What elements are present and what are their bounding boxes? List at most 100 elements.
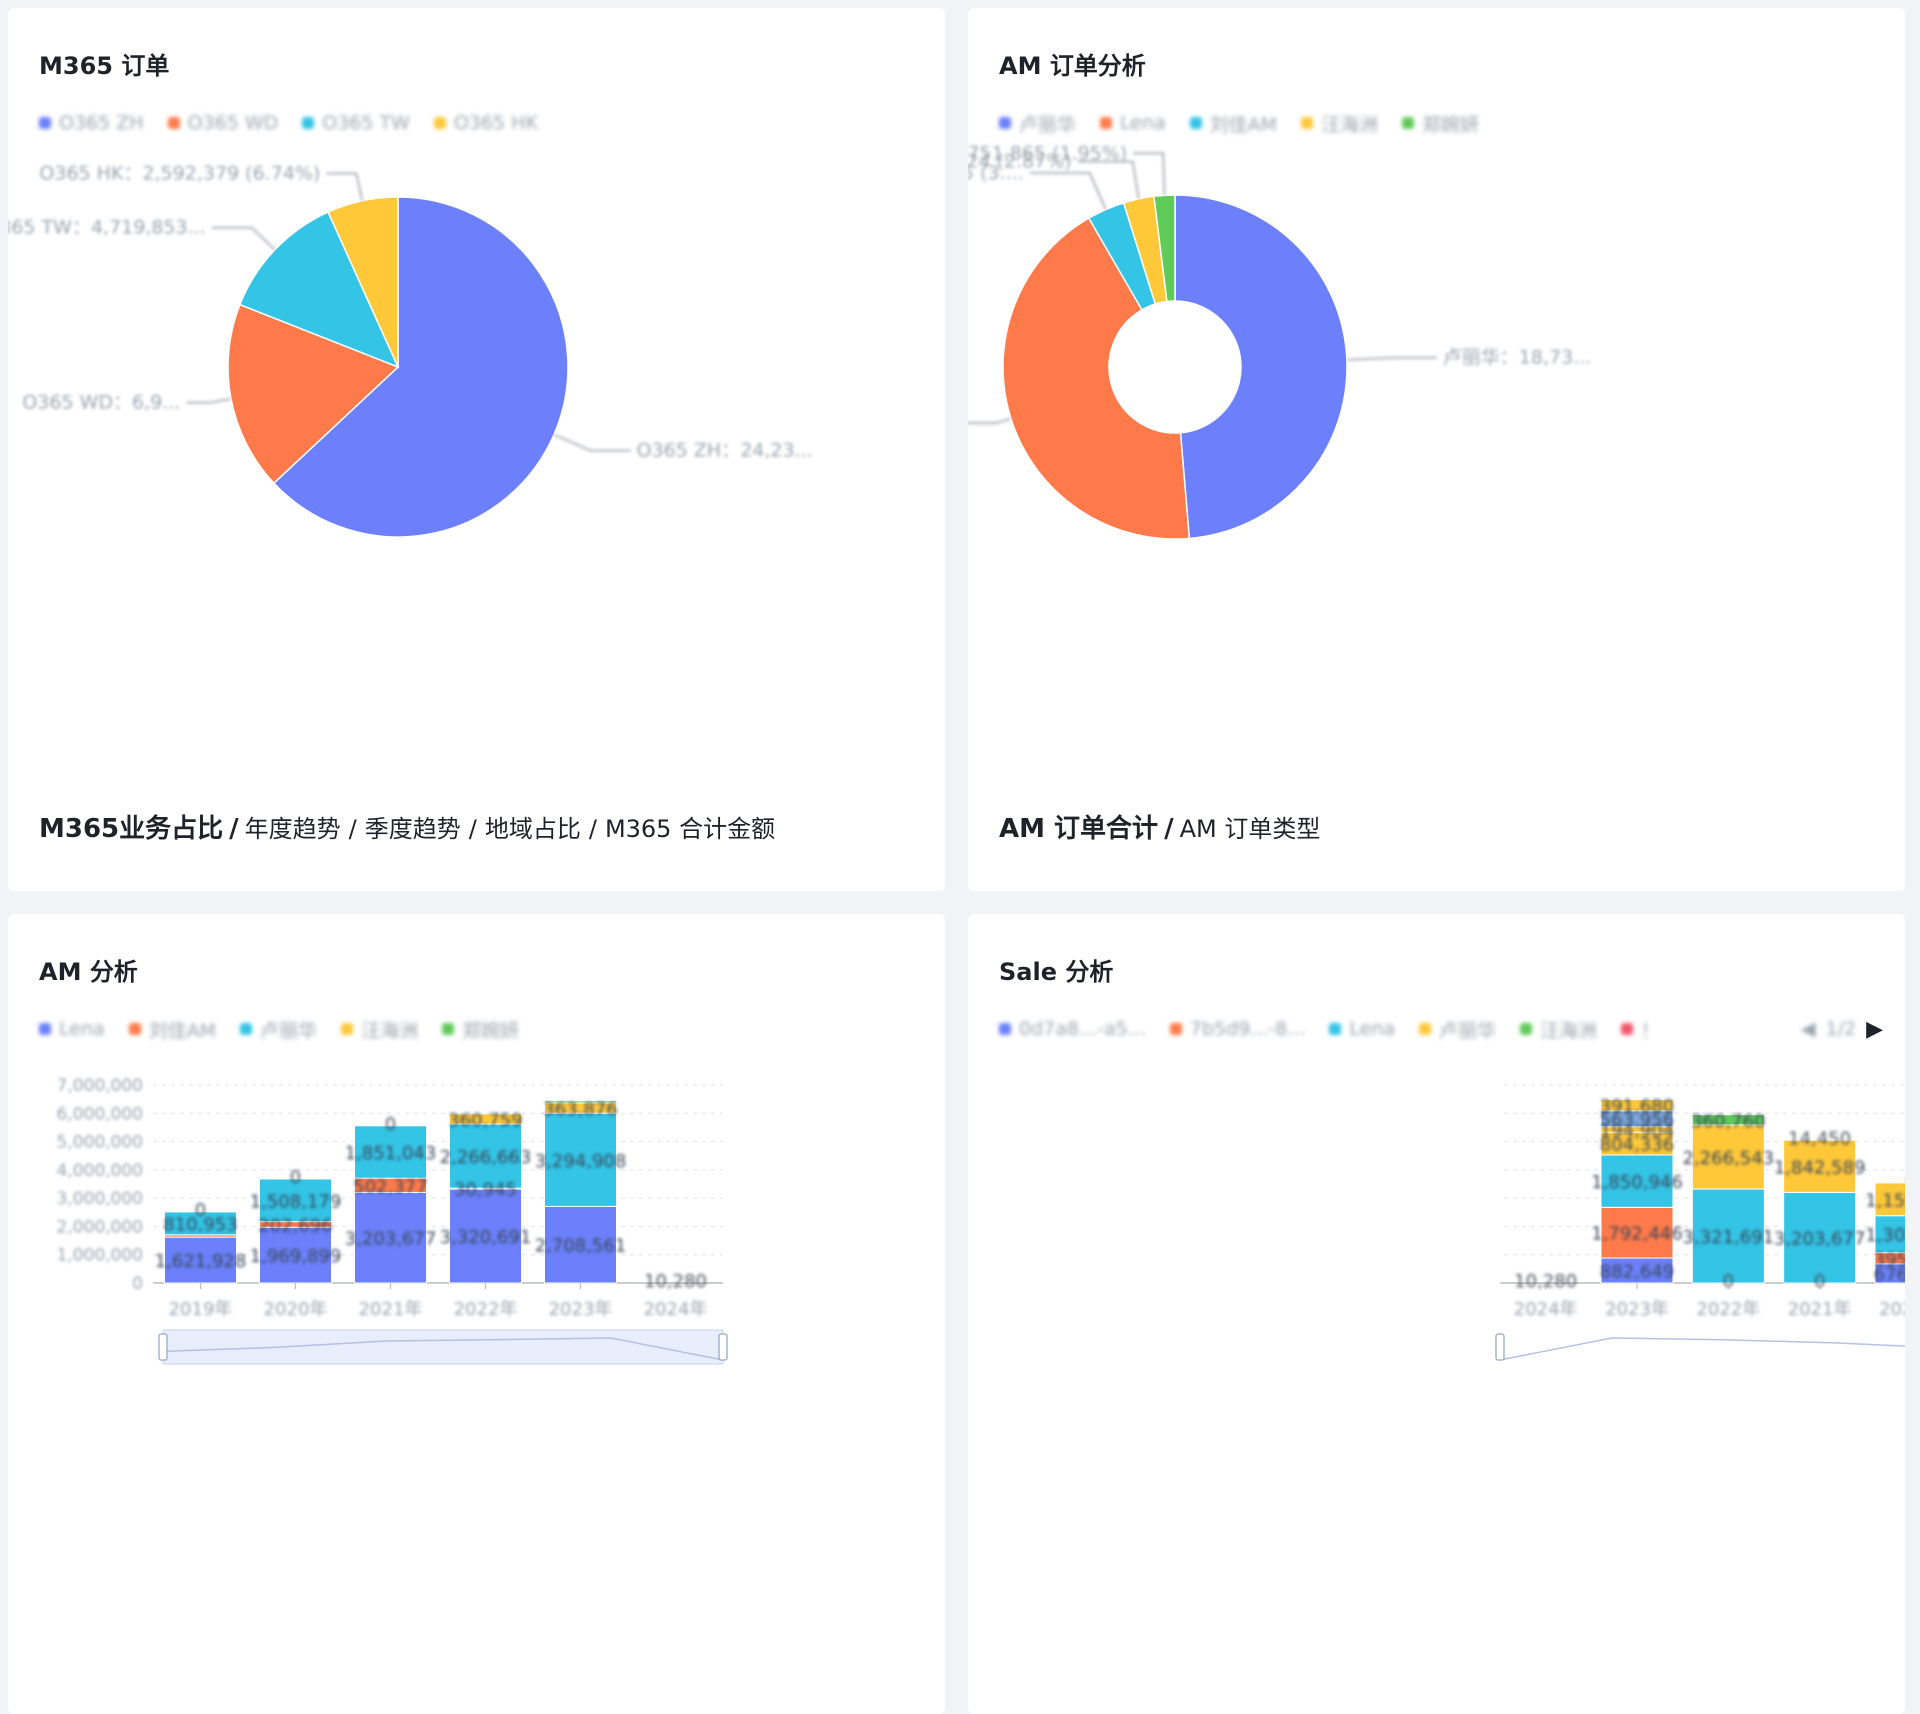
bar-segment-lena-2[interactable] <box>354 1191 427 1284</box>
y-tick-label: 4,000,000 <box>56 1161 143 1181</box>
bar-segment-item-3-3[interactable] <box>1691 1124 1765 1190</box>
bar-value-label: 3,203,677 <box>1774 1229 1866 1250</box>
legend-swatch <box>167 117 180 129</box>
bar-segment-item-4-3[interactable] <box>1691 1114 1765 1126</box>
legend-item-o365-hk[interactable]: O365 HK <box>433 112 538 134</box>
legend-item-o365-zh[interactable]: O365 ZH <box>39 112 144 134</box>
legend-swatch <box>1621 1023 1634 1035</box>
legend-item-lena[interactable]: Lena <box>1100 112 1166 134</box>
bar-value-label: 1,792,446 <box>1591 1224 1683 1245</box>
pie-leader-line <box>553 434 631 452</box>
bar-value-label: 3,294,908 <box>535 1151 627 1172</box>
zoom-handle-right[interactable] <box>1495 1333 1505 1361</box>
legend-prev-icon[interactable]: ◀ <box>1800 1018 1816 1040</box>
pie-slices <box>227 196 569 538</box>
bar-segment-lena-4[interactable] <box>1600 1154 1674 1208</box>
y-tick-label: 2,000,000 <box>56 1217 143 1237</box>
y-tick-label: 3,000,000 <box>56 1189 143 1209</box>
legend-item-item-2[interactable]: 卢丽华 <box>240 1016 317 1043</box>
legend-item-7b5d9-8[interactable]: 7b5d9...-8... <box>1169 1018 1305 1040</box>
bar-segment-item-2-0[interactable] <box>164 1211 237 1236</box>
y-grid <box>153 1084 723 1256</box>
legend-swatch <box>1402 117 1415 129</box>
legend-item-o365-tw[interactable]: O365 TW <box>302 112 410 134</box>
pie-slice-o365-tw[interactable] <box>238 211 400 369</box>
legend-item-am[interactable]: 刘佳AM <box>128 1016 216 1043</box>
legend-next-icon[interactable]: ▶ <box>1866 1016 1883 1042</box>
breadcrumb-item-annual-trend[interactable]: 年度趋势 <box>244 815 341 843</box>
data-zoom-slider[interactable] <box>1495 1333 1905 1361</box>
bar-segment-item-3-1[interactable] <box>1874 1182 1905 1217</box>
legend-item-lena[interactable]: Lena <box>1329 1018 1395 1040</box>
bar-segment-item-2-1[interactable] <box>259 1178 332 1223</box>
bar-segment-item-3-3[interactable] <box>449 1113 522 1125</box>
data-zoom-slider[interactable] <box>158 1329 728 1365</box>
y-grid <box>1500 1084 1905 1256</box>
legend-item-item-4[interactable]: 郑婉妍 <box>1402 110 1479 137</box>
bar-top-label: 14,450 <box>1788 1128 1851 1149</box>
bar-segment-series-8-4[interactable] <box>1600 1099 1674 1112</box>
bar-segment-item-4-4[interactable] <box>544 1100 617 1104</box>
bar-top-label: 0 <box>290 1167 301 1188</box>
bar-segment-0d7a8-a5-4[interactable] <box>1600 1257 1674 1284</box>
legend-item-0d7a8-a5[interactable]: 0d7a8...-a5... <box>999 1018 1146 1040</box>
legend-item-item-0[interactable]: 卢丽华 <box>999 110 1076 137</box>
legend-item-item-5[interactable]: ！ <box>1621 1016 1660 1043</box>
x-tick-label: 2022年 <box>1696 1299 1760 1320</box>
m365-legend: O365 ZH O365 WD O365 TW O365 HK <box>39 108 538 138</box>
breadcrumb-separator: / <box>588 815 597 843</box>
legend-item-item-3[interactable]: 汪海洲 <box>341 1016 418 1043</box>
bar-segment-lena-2[interactable] <box>1783 1191 1857 1284</box>
legend-item-item-3[interactable]: 卢丽华 <box>1419 1016 1496 1043</box>
legend-item-lena[interactable]: Lena <box>39 1018 105 1040</box>
legend-swatch <box>1419 1023 1432 1035</box>
legend-pager: ◀ 1/2 ▶ <box>1801 1014 1883 1044</box>
am-orders-card: AM 订单分析 卢丽华 Lena 刘佳AM 汪海洲 郑婉妍 卢丽华：18,73...Le… <box>968 8 1905 891</box>
bar-segment-item-2-3[interactable] <box>449 1123 522 1189</box>
legend-item-item-3[interactable]: 汪海洲 <box>1301 110 1378 137</box>
legend-item-item-4[interactable]: 郑婉妍 <box>442 1016 519 1043</box>
bar-segment-lena-1[interactable] <box>1874 1215 1905 1254</box>
y-tick-label: 6,000,000 <box>56 1104 143 1124</box>
pie-slice-item-0[interactable] <box>1174 194 1348 540</box>
bar-value-label: 882,649 <box>1600 1262 1674 1283</box>
bar-segment-item-3-2[interactable] <box>1783 1139 1857 1193</box>
pie-slice-o365-hk[interactable] <box>327 196 399 368</box>
x-tick-label: 2021年 <box>359 1299 423 1320</box>
bar-segment-item-2-2[interactable] <box>354 1125 427 1179</box>
bar-segment-7b5d9-8-4[interactable] <box>1600 1206 1674 1259</box>
am-analysis-bar-chart: 0 1,000,000 2,000,000 3,000,000 4,000,000 5,0… <box>56 1076 728 1365</box>
legend-item-o365-wd[interactable]: O365 WD <box>167 112 278 134</box>
legend-item-am[interactable]: 刘佳AM <box>1189 110 1277 137</box>
legend-label: 0d7a8...-a5... <box>1019 1018 1146 1040</box>
legend-swatch <box>1169 1023 1182 1035</box>
am-orders-donut-chart: 卢丽华：18,73...Lena：16,539,3...刘佳AM：1,356,6… <box>968 142 1591 540</box>
legend-label: 郑婉妍 <box>462 1019 520 1042</box>
bar-value-label: 391,680 <box>1600 1096 1674 1117</box>
breadcrumb-item-quarter-trend[interactable]: 季度趋势 <box>364 815 461 843</box>
zoom-handle-left[interactable] <box>158 1333 168 1361</box>
legend-swatch <box>39 117 51 129</box>
legend-label: 汪海洲 <box>361 1019 419 1042</box>
breadcrumb-item-am-order-type[interactable]: AM 订单类型 <box>1179 815 1321 843</box>
pie-slice-item-4[interactable] <box>1153 194 1176 303</box>
pie-leader-line <box>968 417 1012 424</box>
bar-segment-0d7a8-a5-1[interactable] <box>1874 1263 1905 1284</box>
y-tick-label: 1,000,000 <box>56 1246 143 1266</box>
zoom-track[interactable] <box>162 1329 724 1365</box>
breadcrumb-item-region-share[interactable]: 地域占比 <box>484 815 581 843</box>
legend-item-item-4[interactable]: 汪海洲 <box>1520 1016 1597 1043</box>
breadcrumb-item-m365-total[interactable]: M365 合计金额 <box>604 815 776 843</box>
y-tick-label: 0 <box>132 1274 143 1294</box>
am-orders-breadcrumb: AM 订单合计 / AM 订单类型 <box>999 808 1320 845</box>
pie-slice-lena[interactable] <box>1002 217 1191 540</box>
bar-segment-7b5d9-8-1[interactable] <box>1874 1252 1905 1265</box>
zoom-handle-right[interactable] <box>718 1333 728 1361</box>
bar-value-label: 563,956 <box>1600 1110 1674 1131</box>
legend-swatch <box>442 1023 455 1035</box>
pie-label-o365-hk: O365 HK：2,592,379 (6.74%) <box>39 162 320 184</box>
am-analysis-card: AM 分析 Lena 刘佳AM 卢丽华 汪海洲 郑婉妍 0 1,000,000 2,000,… <box>8 914 945 1714</box>
bar-value-labels: 1,621,928810,95301,969,899202,6961,508,1… <box>155 1099 707 1292</box>
